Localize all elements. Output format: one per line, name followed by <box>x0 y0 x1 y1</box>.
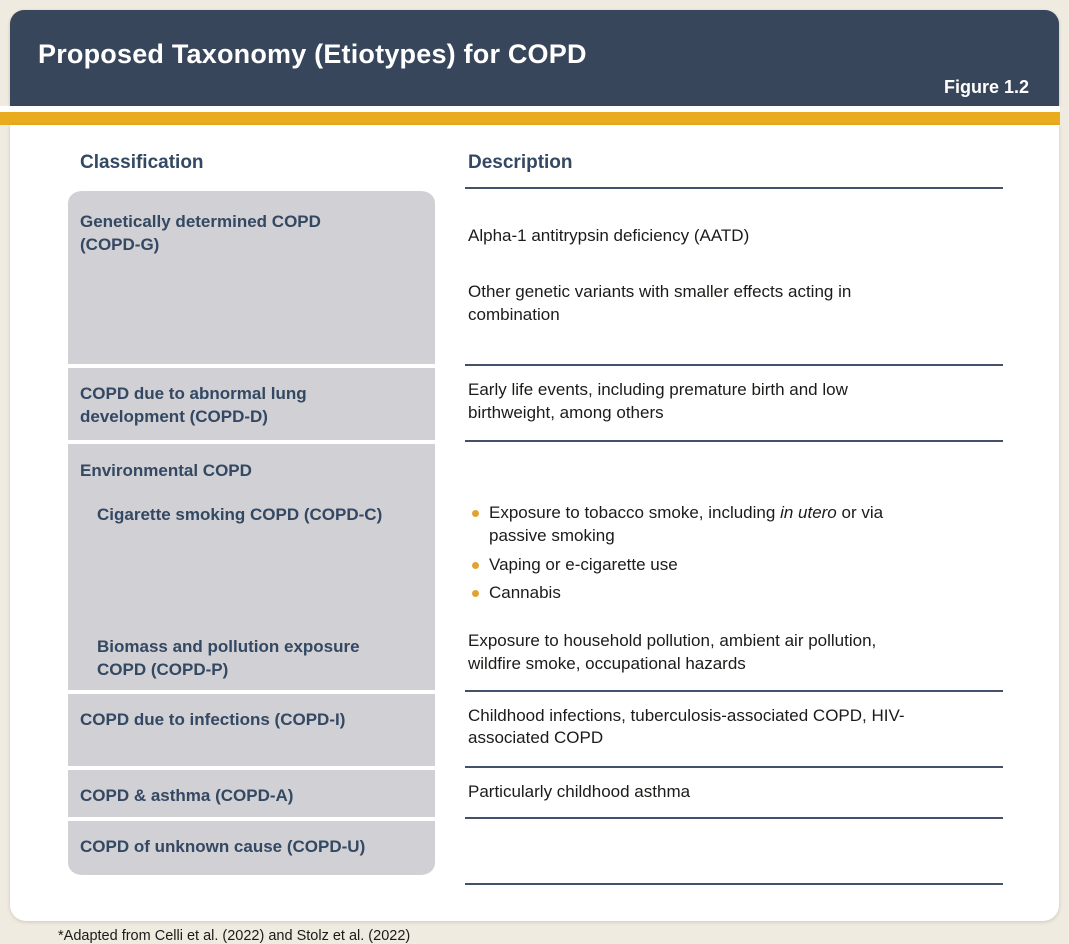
bullet-item-cannabis: Cannabis <box>468 582 1003 605</box>
bullet-text-segment: Exposure to tobacco smoke, including <box>489 502 781 522</box>
classification-cell-biomass: Biomass and pollution exposure COPD (COP… <box>68 627 435 692</box>
classification-cell-unknown: COPD of unknown cause (COPD-U) <box>68 819 435 878</box>
environmental-copd-section: Environmental COPD Cigarette smoking COP… <box>68 441 1003 692</box>
gold-accent-bar <box>0 112 1060 125</box>
description-cell-environmental-spacer <box>465 442 1003 502</box>
description-cell-development: Early life events, including premature b… <box>465 366 1003 442</box>
classification-column-header: Classification <box>80 152 204 173</box>
classification-cell-development: COPD due to abnormal lung development (C… <box>68 365 435 442</box>
bullet-text: Cannabis <box>489 583 561 603</box>
classification-cell-cigarette: Cigarette smoking COPD (COPD-C) <box>68 501 435 628</box>
bullet-item-vaping: Vaping or e-cigarette use <box>468 554 1003 577</box>
figure-title: Proposed Taxonomy (Etiotypes) for COPD <box>38 39 587 69</box>
classification-cell-asthma: COPD & asthma (COPD-A) <box>68 767 435 820</box>
taxonomy-table: Classification Description Genetically d… <box>68 125 1003 886</box>
bullet-dot-icon <box>472 561 479 569</box>
bullet-item-tobacco: Exposure to tobacco smoke, including in … <box>468 502 1003 548</box>
classification-cell-infections: COPD due to infections (COPD-I) <box>68 691 435 768</box>
description-paragraph: Other genetic variants with smaller effe… <box>468 281 852 324</box>
description-cell-genetic: Alpha-1 antitrypsin deficiency (AATD) Ot… <box>465 189 1003 366</box>
classification-cell-environmental: Environmental COPD <box>68 441 435 502</box>
source-footnote: *Adapted from Celli et al. (2022) and St… <box>58 928 411 944</box>
figure-card: Classification Description Genetically d… <box>10 125 1059 944</box>
description-cell-infections: Childhood infections, tuberculosis-assoc… <box>465 692 1003 768</box>
description-cell-unknown <box>465 819 1003 886</box>
bullet-text-italic-segment: in utero <box>780 502 837 522</box>
description-paragraph: Alpha-1 antitrypsin deficiency (AATD) <box>468 225 750 245</box>
description-cell-biomass: Exposure to household pollution, ambient… <box>465 628 1003 692</box>
header-divider-strip <box>0 106 1060 112</box>
description-cell-cigarette: Exposure to tobacco smoke, including in … <box>465 502 1003 628</box>
description-cell-asthma: Particularly childhood asthma <box>465 768 1003 820</box>
bullet-text-segment: or via passive smoking <box>489 502 884 545</box>
bullet-dot-icon <box>472 509 479 517</box>
bullet-dot-icon <box>472 590 479 598</box>
figure-number-label: Figure 1.2 <box>943 77 1029 97</box>
figure-title-bar: Proposed Taxonomy (Etiotypes) for COPD F… <box>10 10 1059 106</box>
bullet-text: Vaping or e-cigarette use <box>489 554 678 574</box>
bullet-text: Exposure to tobacco smoke, including in … <box>489 502 883 548</box>
classification-cell-genetic: Genetically determined COPD (COPD-G) <box>68 189 435 366</box>
description-column-header: Description <box>465 152 1003 189</box>
